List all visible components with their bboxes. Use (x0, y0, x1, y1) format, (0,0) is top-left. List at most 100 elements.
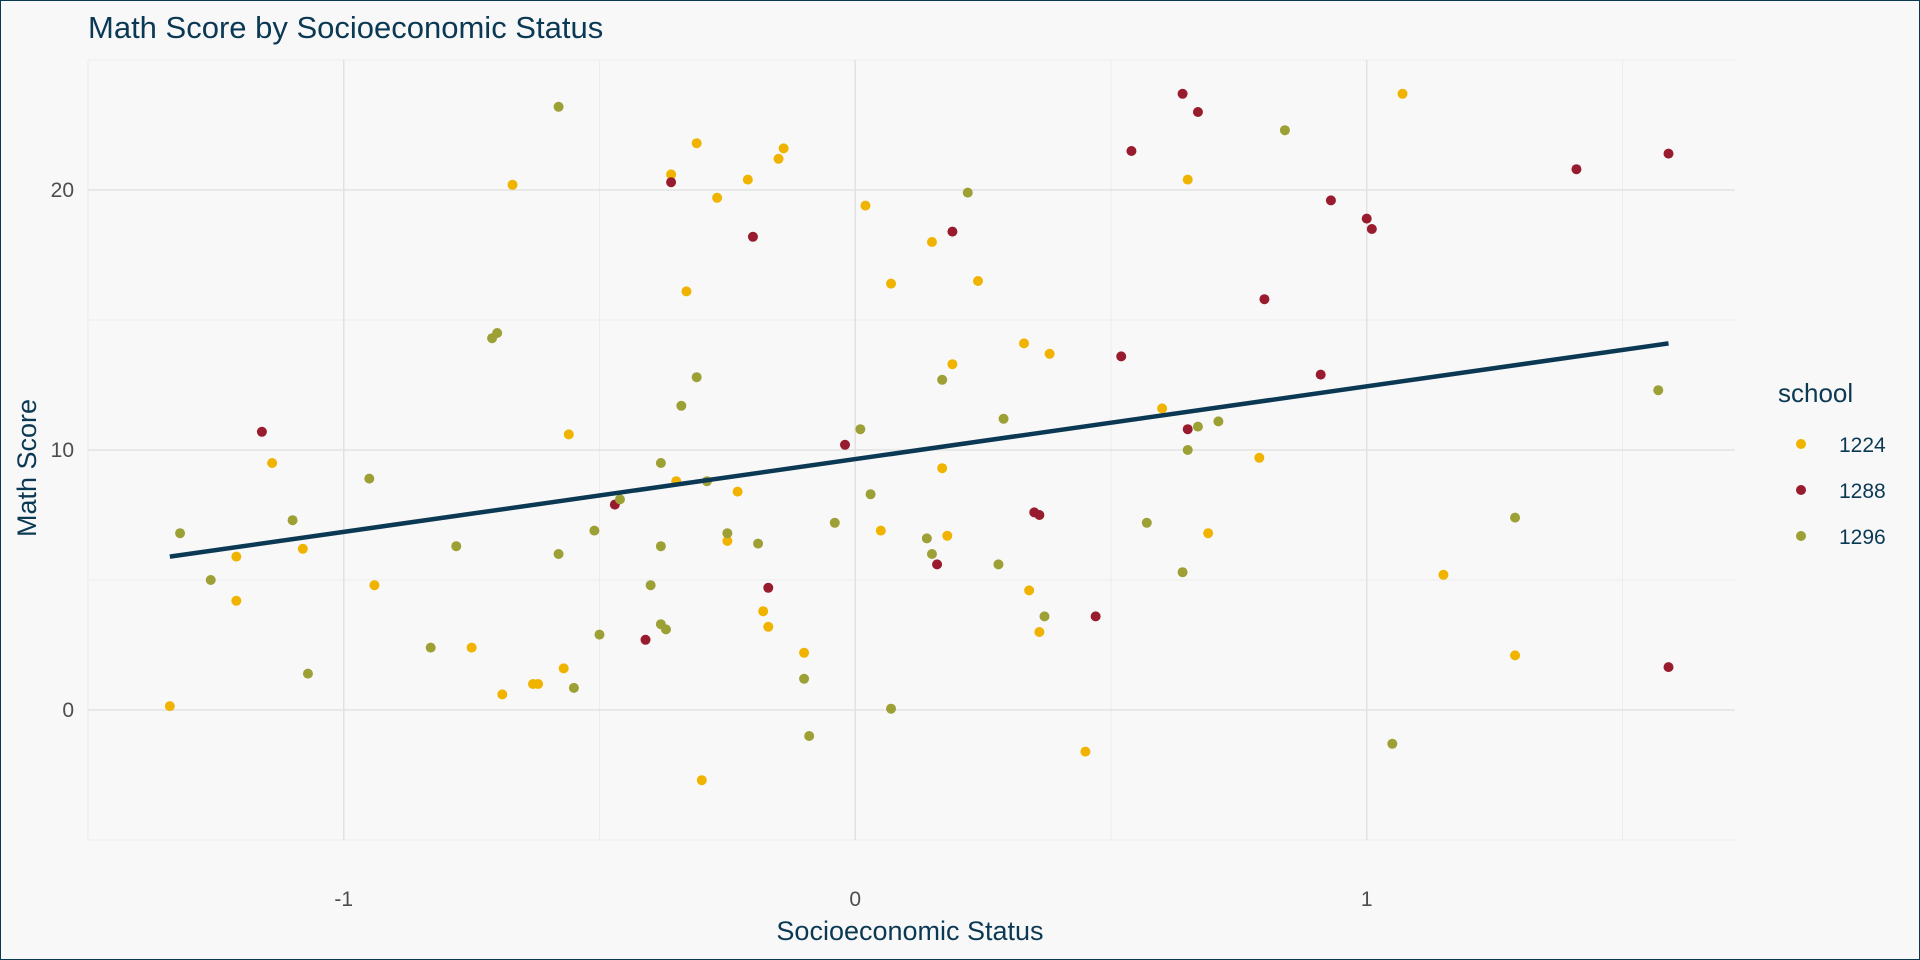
point-school-1288 (1177, 88, 1188, 99)
point-school-1224 (558, 663, 569, 674)
point-school-1296 (302, 668, 313, 679)
point-school-1224 (164, 701, 175, 712)
point-school-1224 (937, 463, 948, 474)
point-school-1296 (1279, 125, 1290, 136)
point-school-1224 (1024, 585, 1035, 596)
point-school-1288 (1571, 164, 1582, 175)
point-school-1224 (886, 278, 897, 289)
point-school-1296 (1192, 421, 1203, 432)
point-school-1296 (655, 541, 666, 552)
point-school-1296 (998, 413, 1009, 424)
point-school-1296 (1653, 385, 1664, 396)
point-school-1296 (364, 473, 375, 484)
point-school-1224 (763, 621, 774, 632)
point-school-1288 (1361, 213, 1372, 224)
point-school-1288 (256, 426, 267, 437)
point-school-1288 (747, 231, 758, 242)
point-school-1224 (1034, 627, 1045, 637)
point-school-1224 (875, 525, 886, 536)
trend-line-group (169, 341, 1669, 559)
point-school-1296 (205, 575, 216, 585)
point-school-1224 (297, 543, 308, 554)
point-school-1296 (886, 703, 897, 714)
point-school-1224 (778, 143, 789, 154)
point-school-1224 (860, 200, 871, 211)
point-school-1224 (1203, 528, 1214, 539)
legend-key-1224 (1796, 439, 1806, 449)
point-school-1288 (666, 177, 677, 188)
point-school-1224 (926, 237, 937, 247)
point-school-1224 (1254, 452, 1265, 463)
x-tick-label: 0 (849, 888, 861, 911)
point-school-1296 (993, 559, 1004, 570)
point-school-1296 (865, 489, 876, 500)
point-school-1224 (1182, 174, 1193, 185)
point-school-1296 (1510, 512, 1521, 523)
point-school-1296 (553, 549, 564, 559)
point-school-1296 (921, 533, 932, 544)
point-school-1224 (712, 192, 723, 203)
point-school-1296 (855, 424, 866, 435)
legend-label: 1224 (1839, 434, 1886, 457)
point-school-1296 (287, 515, 298, 526)
x-axis-title: Socioeconomic Status (776, 916, 1043, 946)
legend-label: 1296 (1839, 526, 1886, 549)
point-school-1224 (533, 679, 544, 689)
point-school-1296 (1182, 445, 1193, 455)
point-school-1296 (691, 372, 702, 383)
x-tick-label: -1 (334, 888, 353, 911)
point-school-1224 (1080, 746, 1091, 757)
point-school-1224 (1157, 403, 1168, 414)
point-school-1224 (942, 530, 953, 541)
point-school-1224 (1438, 569, 1449, 580)
point-school-1288 (1325, 195, 1336, 206)
point-school-1296 (660, 624, 671, 635)
point-school-1296 (589, 525, 600, 536)
point-school-1224 (1397, 88, 1408, 99)
point-school-1296 (425, 642, 436, 653)
point-school-1296 (722, 528, 733, 539)
point-school-1296 (655, 458, 666, 468)
point-school-1296 (1141, 517, 1152, 528)
point-school-1224 (231, 595, 242, 606)
point-school-1296 (753, 538, 764, 549)
point-school-1296 (926, 549, 937, 559)
x-tick-label: 1 (1361, 888, 1373, 911)
point-school-1224 (369, 580, 380, 591)
point-school-1288 (763, 582, 774, 593)
legend-label: 1288 (1839, 480, 1886, 503)
point-school-1296 (1177, 567, 1188, 578)
point-school-1224 (666, 169, 677, 180)
point-school-1288 (1182, 424, 1193, 435)
point-school-1296 (829, 517, 840, 528)
point-school-1296 (1387, 738, 1398, 749)
point-school-1288 (1315, 369, 1326, 380)
point-school-1296 (568, 682, 579, 693)
point-school-1296 (175, 528, 186, 539)
chart-title: Math Score by Socioeconomic Status (88, 10, 603, 45)
legend-key-1296 (1796, 531, 1806, 541)
point-school-1296 (451, 541, 462, 552)
point-school-1224 (972, 276, 983, 286)
y-tick-label: 0 (62, 699, 74, 722)
point-school-1224 (507, 179, 518, 190)
point-school-1224 (742, 174, 753, 185)
legend-title: school (1778, 378, 1853, 408)
point-school-1224 (1019, 338, 1030, 349)
point-school-1296 (645, 580, 656, 591)
point-school-1296 (1039, 611, 1050, 622)
point-school-1224 (758, 606, 769, 617)
y-tick-label: 10 (51, 439, 74, 462)
data-points (164, 88, 1674, 786)
point-school-1296 (492, 328, 503, 338)
point-school-1288 (1663, 662, 1674, 673)
point-school-1296 (594, 629, 605, 640)
point-school-1296 (1213, 416, 1224, 427)
point-school-1224 (231, 551, 242, 562)
point-school-1288 (640, 634, 651, 645)
legend-key-1288 (1796, 485, 1806, 495)
point-school-1296 (937, 374, 948, 385)
y-tick-label: 20 (51, 179, 74, 202)
